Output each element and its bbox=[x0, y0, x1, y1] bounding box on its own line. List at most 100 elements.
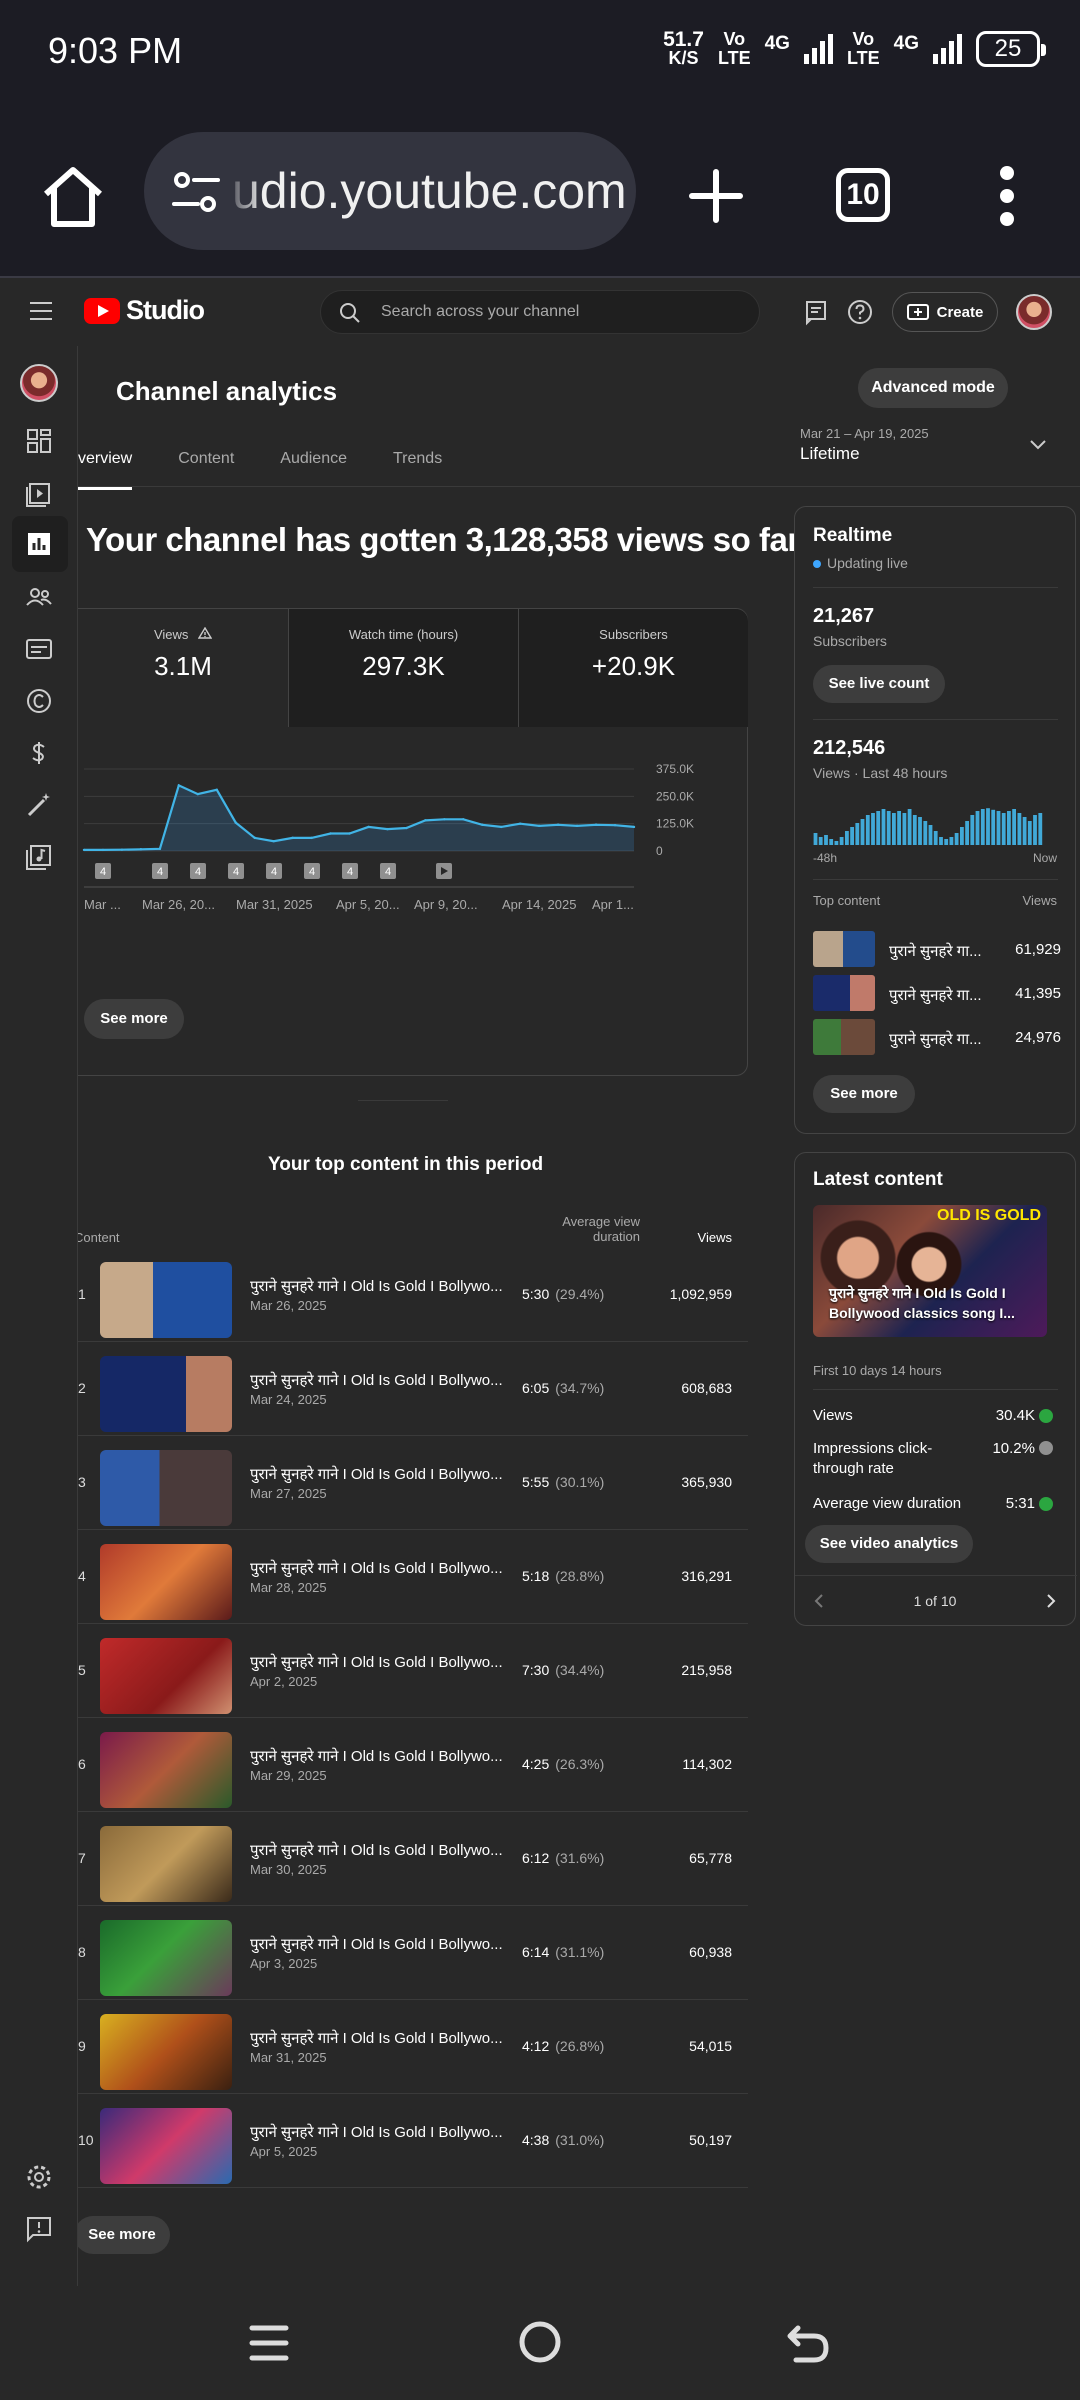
home-button-icon[interactable] bbox=[518, 2320, 562, 2364]
metric-views[interactable]: Views 3.1M bbox=[78, 609, 288, 727]
video-title[interactable]: पुराने सुनहरे गाने I Old Is Gold I Bolly… bbox=[250, 1466, 503, 1483]
video-thumbnail bbox=[813, 975, 875, 1011]
video-thumbnail[interactable] bbox=[100, 1356, 232, 1432]
realtime-bar bbox=[1001, 813, 1006, 845]
table-row[interactable]: 8 पुराने सुनहरे गाने I Old Is Gold I Boll… bbox=[78, 1906, 748, 2000]
video-published-marker[interactable]: 4 bbox=[380, 863, 396, 879]
new-tab-icon[interactable] bbox=[688, 168, 744, 224]
video-published-marker-play[interactable] bbox=[436, 863, 452, 879]
volte-indicator-1: Vo LTE bbox=[717, 29, 751, 68]
video-title[interactable]: पुराने सुनहरे गाने I Old Is Gold I Bolly… bbox=[250, 2030, 503, 2047]
realtime-top-item[interactable]: पुराने सुनहरे गा... 61,929 bbox=[813, 931, 1061, 969]
home-icon[interactable] bbox=[38, 162, 108, 232]
realtime-title: Realtime bbox=[813, 525, 893, 546]
search-input[interactable] bbox=[381, 291, 751, 333]
customization-icon[interactable] bbox=[24, 790, 54, 820]
send-feedback-icon[interactable] bbox=[24, 2214, 54, 2244]
video-thumbnail[interactable] bbox=[100, 2014, 232, 2090]
advanced-mode-button[interactable]: Advanced mode bbox=[858, 368, 1008, 408]
create-button[interactable]: Create bbox=[892, 292, 998, 332]
studio-logo[interactable]: Studio bbox=[84, 295, 205, 326]
back-icon[interactable] bbox=[786, 2322, 830, 2364]
search-bar[interactable] bbox=[320, 290, 760, 334]
video-title[interactable]: पुराने सुनहरे गाने I Old Is Gold I Bolly… bbox=[250, 1748, 503, 1765]
feedback-messages-icon[interactable] bbox=[802, 298, 830, 326]
chevron-left-icon[interactable] bbox=[813, 1593, 825, 1609]
video-thumbnail[interactable] bbox=[100, 1544, 232, 1620]
tab-audience[interactable]: Audience bbox=[280, 450, 347, 467]
video-title[interactable]: पुराने सुनहरे गाने I Old Is Gold I Bolly… bbox=[250, 1372, 503, 1389]
help-icon[interactable] bbox=[846, 298, 874, 326]
menu-icon[interactable] bbox=[30, 302, 52, 326]
video-published-marker[interactable]: 4 bbox=[228, 863, 244, 879]
realtime-top-item[interactable]: पुराने सुनहरे गा... 24,976 bbox=[813, 1019, 1061, 1057]
account-avatar[interactable] bbox=[1016, 294, 1052, 330]
site-settings-icon[interactable] bbox=[168, 164, 224, 220]
earn-icon[interactable] bbox=[24, 738, 54, 768]
video-title[interactable]: पुराने सुनहरे गाने I Old Is Gold I Bolly… bbox=[250, 1278, 503, 1295]
table-row[interactable]: 5 पुराने सुनहरे गाने I Old Is Gold I Boll… bbox=[78, 1624, 748, 1718]
content-icon[interactable] bbox=[24, 478, 54, 508]
video-thumbnail[interactable] bbox=[100, 1826, 232, 1902]
realtime-bar bbox=[996, 811, 1001, 845]
realtime-top-item[interactable]: पुराने सुनहरे गा... 41,395 bbox=[813, 975, 1061, 1013]
recent-apps-icon[interactable] bbox=[248, 2322, 290, 2364]
see-live-count-button[interactable]: See live count bbox=[813, 665, 945, 703]
video-title[interactable]: पुराने सुनहरे गाने I Old Is Gold I Bolly… bbox=[250, 1560, 503, 1577]
table-row[interactable]: 2 पुराने सुनहरे गाने I Old Is Gold I Boll… bbox=[78, 1342, 748, 1436]
video-published-marker[interactable]: 4 bbox=[95, 863, 111, 879]
address-bar[interactable]: udio.youtube.com bbox=[144, 132, 636, 250]
video-published-marker[interactable]: 4 bbox=[342, 863, 358, 879]
tab-switcher-button[interactable]: 10 bbox=[836, 168, 890, 222]
copyright-icon[interactable] bbox=[24, 686, 54, 716]
realtime-card: Realtime Updating live 21,267 Subscriber… bbox=[794, 506, 1076, 1134]
tab-overview[interactable]: verview bbox=[78, 450, 133, 490]
see-video-analytics-button[interactable]: See video analytics bbox=[805, 1525, 973, 1563]
table-row[interactable]: 7 पुराने सुनहरे गाने I Old Is Gold I Boll… bbox=[78, 1812, 748, 1906]
realtime-views-bars[interactable] bbox=[813, 803, 1043, 845]
table-row[interactable]: 1 पुराने सुनहरे गाने I Old Is Gold I Boll… bbox=[78, 1248, 748, 1342]
table-row[interactable]: 9 पुराने सुनहरे गाने I Old Is Gold I Boll… bbox=[78, 2000, 748, 2094]
table-row[interactable]: 3 पुराने सुनहरे गाने I Old Is Gold I Boll… bbox=[78, 1436, 748, 1530]
community-icon[interactable] bbox=[24, 582, 54, 612]
video-thumbnail[interactable] bbox=[100, 1450, 232, 1526]
video-thumbnail[interactable] bbox=[100, 1920, 232, 1996]
latest-video-thumbnail[interactable]: OLD IS GOLD पुराने सुनहरे गाने I Old Is … bbox=[813, 1205, 1047, 1337]
table-row[interactable]: 6 पुराने सुनहरे गाने I Old Is Gold I Boll… bbox=[78, 1718, 748, 1812]
video-published-marker[interactable]: 4 bbox=[190, 863, 206, 879]
video-thumbnail[interactable] bbox=[100, 1262, 232, 1338]
top-content-see-more-button[interactable]: See more bbox=[78, 2216, 170, 2254]
video-title[interactable]: पुराने सुनहरे गाने I Old Is Gold I Bolly… bbox=[250, 1936, 503, 1953]
row-rank: 10 bbox=[78, 2132, 94, 2148]
video-published-marker[interactable]: 4 bbox=[266, 863, 282, 879]
table-row[interactable]: 4 पुराने सुनहरे गाने I Old Is Gold I Boll… bbox=[78, 1530, 748, 1624]
video-title[interactable]: पुराने सुनहरे गाने I Old Is Gold I Bolly… bbox=[250, 2124, 503, 2141]
audio-library-icon[interactable] bbox=[24, 842, 54, 872]
dashboard-icon[interactable] bbox=[24, 426, 54, 456]
video-title[interactable]: पुराने सुनहरे गाने I Old Is Gold I Bolly… bbox=[250, 1654, 503, 1671]
channel-avatar[interactable] bbox=[20, 364, 58, 402]
realtime-bar bbox=[813, 833, 818, 845]
metric-watch-time[interactable]: Watch time (hours) 297.3K bbox=[288, 609, 518, 727]
analytics-icon[interactable] bbox=[24, 529, 54, 559]
video-thumbnail bbox=[813, 1019, 875, 1055]
realtime-see-more-button[interactable]: See more bbox=[813, 1075, 915, 1113]
settings-icon[interactable] bbox=[24, 2162, 54, 2192]
table-row[interactable]: 10 पुराने सुनहरे गाने I Old Is Gold I Bol… bbox=[78, 2094, 748, 2188]
video-thumbnail[interactable] bbox=[100, 1638, 232, 1714]
analytics-see-more-button[interactable]: See more bbox=[84, 999, 184, 1039]
chevron-down-icon[interactable] bbox=[1028, 438, 1048, 452]
tab-content[interactable]: Content bbox=[178, 450, 235, 467]
subtitles-icon[interactable] bbox=[24, 634, 54, 664]
video-published-marker[interactable]: 4 bbox=[152, 863, 168, 879]
tab-trends[interactable]: Trends bbox=[393, 450, 443, 467]
views-line-chart[interactable]: 375.0K 250.0K 125.0K 0 4 4 4 4 4 4 4 4 Mar ... Mar 26… bbox=[78, 759, 748, 959]
video-thumbnail[interactable] bbox=[100, 2108, 232, 2184]
video-title[interactable]: पुराने सुनहरे गाने I Old Is Gold I Bolly… bbox=[250, 1842, 503, 1859]
video-published-marker[interactable]: 4 bbox=[304, 863, 320, 879]
metric-subscribers[interactable]: Subscribers +20.9K bbox=[518, 609, 748, 727]
video-thumbnail[interactable] bbox=[100, 1732, 232, 1808]
chevron-right-icon[interactable] bbox=[1045, 1593, 1057, 1609]
browser-menu-icon[interactable] bbox=[996, 166, 1018, 226]
date-period-selector[interactable]: Lifetime bbox=[800, 444, 860, 463]
